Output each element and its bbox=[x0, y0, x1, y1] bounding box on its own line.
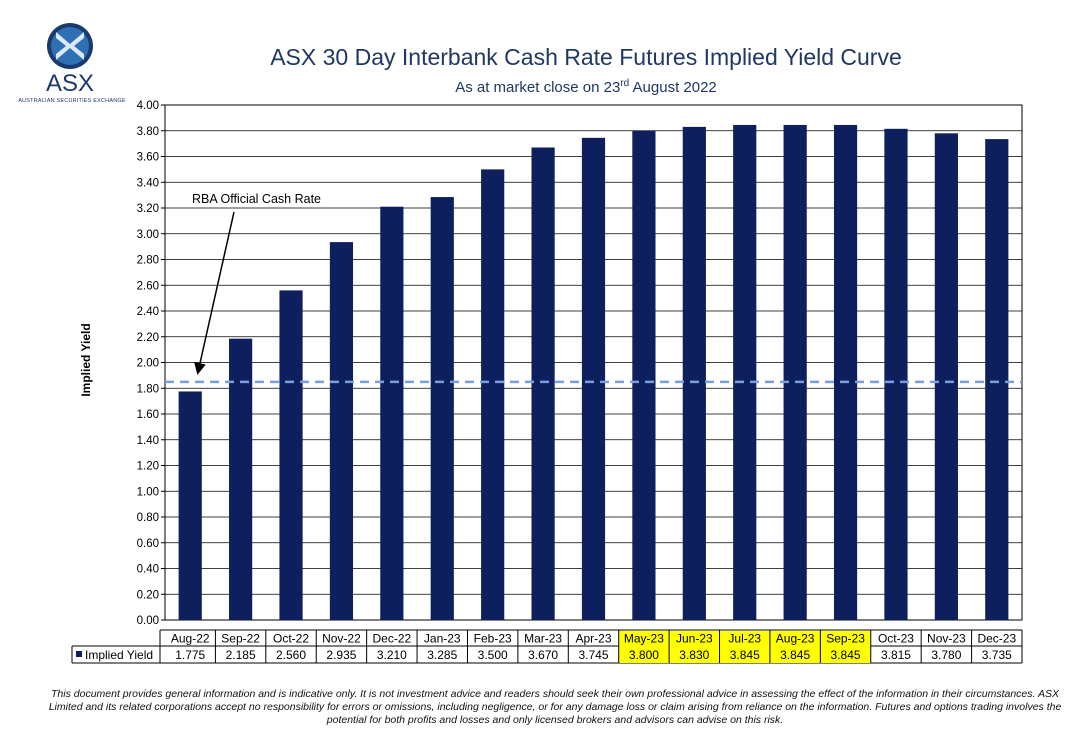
bar-nov-22 bbox=[329, 242, 354, 620]
x-tick-label: Oct-22 bbox=[273, 632, 309, 646]
asx-logo: ASX AUSTRALIAN SECURITIES EXCHANGE bbox=[10, 18, 130, 110]
x-tick-label: Nov-22 bbox=[322, 632, 361, 646]
bar-apr-23 bbox=[581, 137, 606, 621]
x-tick-label: Jun-23 bbox=[676, 632, 713, 646]
x-tick-label: May-23 bbox=[624, 632, 664, 646]
data-label: 3.670 bbox=[528, 648, 558, 662]
bar-sep-23 bbox=[833, 124, 858, 621]
highlight-aug-23 bbox=[769, 631, 821, 663]
legend-swatch bbox=[76, 651, 82, 657]
highlight-jun-23 bbox=[669, 631, 720, 663]
bar-nov-23 bbox=[934, 133, 958, 620]
y-tick-label: 1.20 bbox=[137, 461, 159, 473]
rba-annotation-arrow bbox=[194, 211, 235, 375]
highlight-jul-23 bbox=[719, 631, 770, 663]
x-tick-label: Aug-23 bbox=[776, 632, 815, 646]
y-tick-label: 1.40 bbox=[137, 435, 159, 447]
data-label: 3.745 bbox=[578, 648, 608, 662]
data-label: 3.845 bbox=[780, 648, 810, 662]
bar-dec-23 bbox=[985, 139, 1009, 620]
x-tick-label: Oct-23 bbox=[878, 632, 914, 646]
data-label: 3.210 bbox=[377, 648, 407, 662]
y-tick-label: 1.80 bbox=[137, 383, 159, 395]
bar-aug-22 bbox=[178, 391, 202, 620]
bar-jan-23 bbox=[430, 197, 454, 620]
y-axis-label: Implied Yield bbox=[79, 323, 93, 396]
data-label: 3.735 bbox=[982, 648, 1012, 662]
rba-annotation-label: RBA Official Cash Rate bbox=[192, 192, 321, 206]
highlight-may-23 bbox=[618, 631, 670, 663]
y-tick-label: 2.40 bbox=[137, 306, 159, 318]
data-label: 3.845 bbox=[831, 648, 861, 662]
x-tick-label: Dec-23 bbox=[977, 632, 1016, 646]
x-tick-label: Sep-23 bbox=[826, 632, 865, 646]
bar-oct-23 bbox=[884, 128, 908, 620]
y-tick-label: 0.80 bbox=[137, 512, 159, 524]
y-tick-label: 3.20 bbox=[137, 203, 159, 215]
y-tick-label: 2.20 bbox=[137, 332, 159, 344]
bar-dec-22 bbox=[380, 206, 404, 620]
y-tick-label: 0.60 bbox=[137, 538, 159, 550]
data-label: 2.935 bbox=[326, 648, 356, 662]
bar-sep-22 bbox=[229, 338, 253, 620]
data-label: 3.815 bbox=[881, 648, 911, 662]
logo-subtext: AUSTRALIAN SECURITIES EXCHANGE bbox=[18, 98, 126, 104]
y-tick-label: 3.40 bbox=[137, 177, 159, 189]
bar-jul-23 bbox=[733, 124, 757, 621]
bar-may-23 bbox=[632, 130, 656, 620]
y-tick-label: 3.80 bbox=[137, 126, 159, 138]
y-tick-label: 2.80 bbox=[137, 255, 159, 267]
x-tick-label: Mar-23 bbox=[524, 632, 562, 646]
data-label: 3.800 bbox=[629, 648, 659, 662]
chart-subtitle: As at market close on 23rd August 2022 bbox=[455, 78, 717, 96]
logo-text: ASX bbox=[45, 70, 95, 97]
data-label: 2.560 bbox=[276, 648, 306, 662]
data-label: 2.185 bbox=[226, 648, 256, 662]
data-label: 3.285 bbox=[427, 648, 457, 662]
y-tick-label: 1.60 bbox=[137, 409, 159, 421]
bar-mar-23 bbox=[531, 147, 555, 621]
bar-aug-23 bbox=[783, 124, 807, 621]
y-tick-label: 3.60 bbox=[137, 152, 159, 164]
asx-logo-icon bbox=[47, 23, 93, 69]
y-tick-label: 0.40 bbox=[137, 564, 159, 576]
x-tick-label: Feb-23 bbox=[474, 632, 512, 646]
y-tick-label: 2.00 bbox=[137, 358, 159, 370]
bar-oct-22 bbox=[279, 290, 303, 620]
data-label: 3.830 bbox=[679, 648, 709, 662]
x-tick-label: Jul-23 bbox=[728, 632, 761, 646]
data-label: 3.845 bbox=[730, 648, 760, 662]
x-tick-label: Aug-22 bbox=[171, 632, 210, 646]
x-tick-label: Apr-23 bbox=[575, 632, 611, 646]
legend-series-name: Implied Yield bbox=[85, 648, 153, 662]
bar-jun-23 bbox=[682, 126, 706, 620]
data-label: 1.775 bbox=[175, 648, 205, 662]
data-label: 3.500 bbox=[478, 648, 508, 662]
y-tick-label: 0.20 bbox=[137, 589, 159, 601]
y-tick-label: 2.60 bbox=[137, 280, 159, 292]
x-tick-label: Nov-23 bbox=[927, 632, 966, 646]
highlight-sep-23 bbox=[820, 631, 871, 663]
x-tick-label: Sep-22 bbox=[221, 632, 260, 646]
disclaimer-text: This document provides general informati… bbox=[48, 688, 1062, 726]
x-tick-label: Dec-22 bbox=[373, 632, 412, 646]
y-tick-label: 4.00 bbox=[137, 100, 159, 112]
chart-title: ASX 30 Day Interbank Cash Rate Futures I… bbox=[270, 44, 902, 70]
bar-feb-23 bbox=[481, 169, 505, 620]
y-tick-label: 3.00 bbox=[137, 229, 159, 241]
y-tick-label: 1.00 bbox=[137, 486, 159, 498]
y-tick-label: 0.00 bbox=[137, 615, 159, 627]
x-tick-label: Jan-23 bbox=[424, 632, 461, 646]
data-label: 3.780 bbox=[931, 648, 961, 662]
